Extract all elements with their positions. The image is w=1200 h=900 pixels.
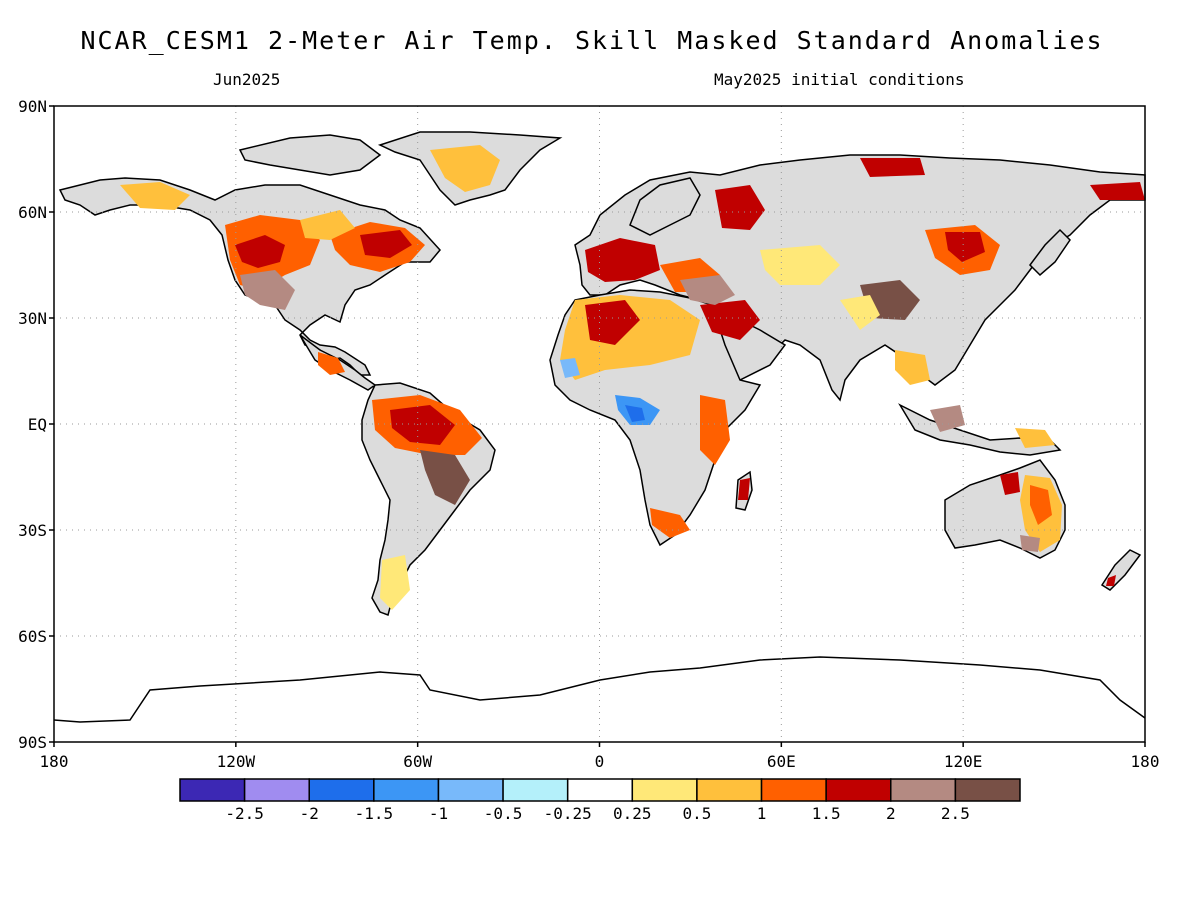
legend-swatch xyxy=(696,778,763,802)
anomaly-borneo xyxy=(930,405,965,432)
region-indonesia xyxy=(898,403,1062,456)
anomaly-madagascar xyxy=(738,478,750,500)
lon-tick-label: 120W xyxy=(217,752,256,771)
lon-tick-label: 60W xyxy=(403,752,432,771)
legend-swatch xyxy=(760,778,827,802)
continent-antarctica xyxy=(53,656,1146,723)
latitude-axis: 90N 60N 30N EQ 30S 60S 90S xyxy=(18,97,54,752)
legend-swatch xyxy=(566,778,634,802)
anomaly-se-asia xyxy=(895,350,930,385)
anomaly-mongolia-core xyxy=(945,232,985,262)
anomaly-brazil xyxy=(420,450,470,505)
anomaly-west-africa-cool xyxy=(560,358,580,378)
anomaly-sw-us xyxy=(240,270,295,310)
anomaly-e-europe xyxy=(715,185,765,230)
longitude-axis: 180 120W 60W 0 60E 120E 180 xyxy=(40,742,1160,771)
anomaly-new-zealand xyxy=(1106,575,1116,586)
anomaly-e-africa xyxy=(700,395,730,465)
anomaly-hudson xyxy=(300,210,355,240)
anomaly-se-australia xyxy=(1020,535,1040,552)
lon-tick-label: 120E xyxy=(944,752,983,771)
legend-swatch xyxy=(954,778,1021,802)
lat-tick-label: 30N xyxy=(18,309,47,328)
region-arctic-islands xyxy=(238,134,382,176)
lon-tick-label: 180 xyxy=(1131,752,1160,771)
legend-swatch xyxy=(437,778,504,802)
anomaly-siberia-n xyxy=(860,158,925,177)
anomaly-w-europe xyxy=(585,238,660,282)
legend-label: -1 xyxy=(429,804,448,823)
anomaly-india xyxy=(840,295,880,330)
legend-label: 1 xyxy=(757,804,767,823)
legend-label: -0.25 xyxy=(544,804,592,823)
legend-swatch xyxy=(179,778,246,802)
anomaly-patagonia xyxy=(380,555,410,610)
valid-month: Jun2025 xyxy=(213,70,281,89)
region-scandinavia xyxy=(629,177,701,236)
legend-label: 0.25 xyxy=(613,804,652,823)
legend-label: 0.5 xyxy=(682,804,711,823)
anomaly-e-australia-core xyxy=(1030,485,1052,525)
anomaly-greenland xyxy=(430,145,500,192)
region-japan xyxy=(1029,228,1071,277)
legend-label: 1.5 xyxy=(812,804,841,823)
lat-tick-label: 30S xyxy=(18,521,47,540)
anomaly-alaska xyxy=(120,182,190,210)
lat-tick-label: 60S xyxy=(18,627,47,646)
anomaly-central-america xyxy=(318,352,345,375)
lon-tick-label: 180 xyxy=(40,752,69,771)
anomaly-e-canada-core xyxy=(360,230,412,258)
lat-tick-label: 90S xyxy=(18,733,47,752)
legend-swatch xyxy=(308,778,375,802)
legend-label: 2 xyxy=(886,804,896,823)
legend-swatch xyxy=(502,778,569,802)
anomaly-gulf-guinea-core xyxy=(625,405,645,422)
legend-swatch xyxy=(890,778,957,802)
legend-swatch xyxy=(631,778,698,802)
lat-tick-label: EQ xyxy=(28,415,47,434)
anomaly-central-australia xyxy=(1000,472,1020,495)
graticule xyxy=(54,106,1145,742)
legend-swatch xyxy=(825,778,892,802)
color-legend: -2.5 -2 -1.5 -1 -0.5 -0.25 0.25 0.5 1 1.5 2 2.5 xyxy=(179,778,1021,823)
legend-swatch xyxy=(373,778,440,802)
lat-tick-label: 90N xyxy=(18,97,47,116)
legend-label: -0.5 xyxy=(484,804,523,823)
anomaly-layer xyxy=(120,145,1145,610)
anomaly-chukotka xyxy=(1090,182,1145,200)
lat-tick-label: 60N xyxy=(18,203,47,222)
anomaly-iran xyxy=(700,300,760,340)
init-conditions: May2025 initial conditions xyxy=(714,70,965,89)
legend-swatch xyxy=(243,778,310,802)
anomaly-nw-africa-core xyxy=(585,300,640,345)
anomaly-central-asia xyxy=(680,275,735,305)
legend-label: 2.5 xyxy=(941,804,970,823)
anomaly-new-guinea xyxy=(1015,428,1055,448)
legend-label: -2 xyxy=(300,804,319,823)
anomaly-nw-america-core xyxy=(235,235,285,268)
anomaly-kazakhstan xyxy=(760,245,840,285)
anomaly-amazon-core xyxy=(390,405,455,445)
lon-tick-label: 60E xyxy=(767,752,796,771)
lon-tick-label: 0 xyxy=(595,752,605,771)
legend-label: -1.5 xyxy=(355,804,394,823)
map-title: NCAR_CESM1 2-Meter Air Temp. Skill Maske… xyxy=(80,26,1104,55)
legend-label: -2.5 xyxy=(225,804,264,823)
